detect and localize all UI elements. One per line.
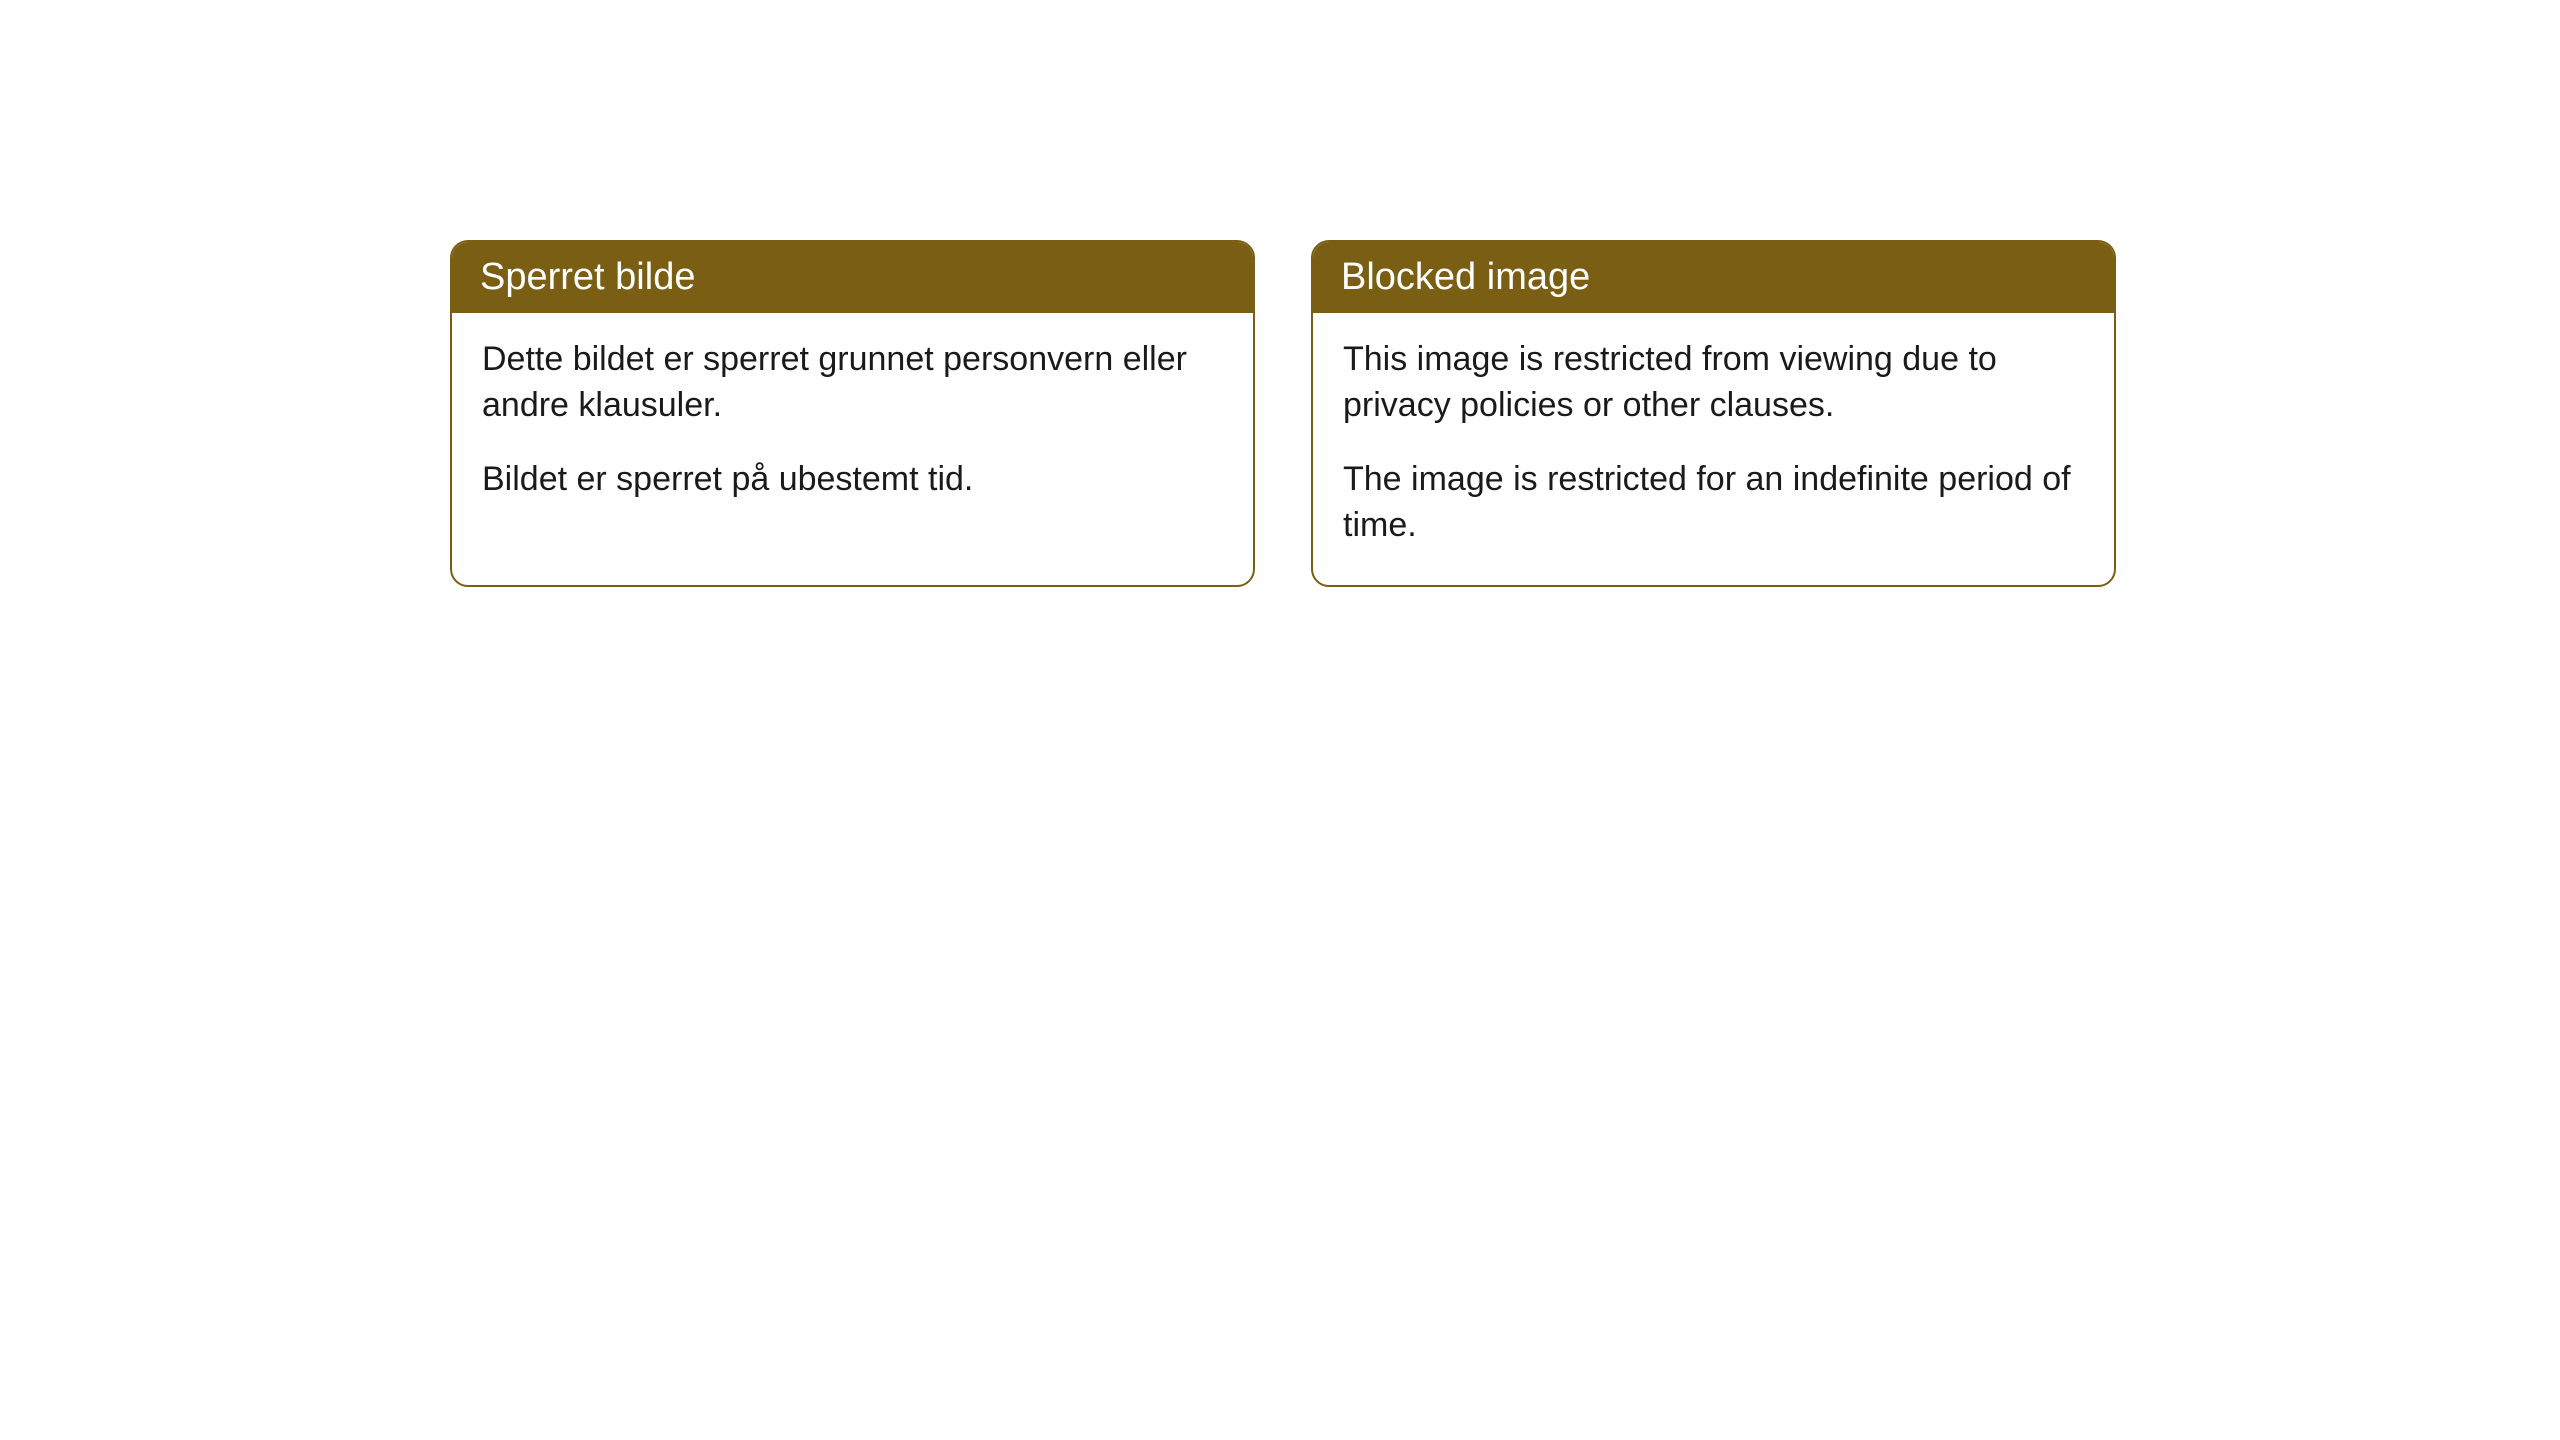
- notice-card-english: Blocked image This image is restricted f…: [1311, 240, 2116, 587]
- notice-body-norwegian: Dette bildet er sperret grunnet personve…: [452, 313, 1253, 539]
- notice-body-english: This image is restricted from viewing du…: [1313, 313, 2114, 585]
- notice-header-english: Blocked image: [1313, 242, 2114, 313]
- notice-header-norwegian: Sperret bilde: [452, 242, 1253, 313]
- notice-text-norwegian-1: Dette bildet er sperret grunnet personve…: [482, 337, 1223, 429]
- notice-container: Sperret bilde Dette bildet er sperret gr…: [0, 0, 2560, 587]
- notice-text-english-1: This image is restricted from viewing du…: [1343, 337, 2084, 429]
- notice-card-norwegian: Sperret bilde Dette bildet er sperret gr…: [450, 240, 1255, 587]
- notice-text-english-2: The image is restricted for an indefinit…: [1343, 457, 2084, 549]
- notice-text-norwegian-2: Bildet er sperret på ubestemt tid.: [482, 457, 1223, 503]
